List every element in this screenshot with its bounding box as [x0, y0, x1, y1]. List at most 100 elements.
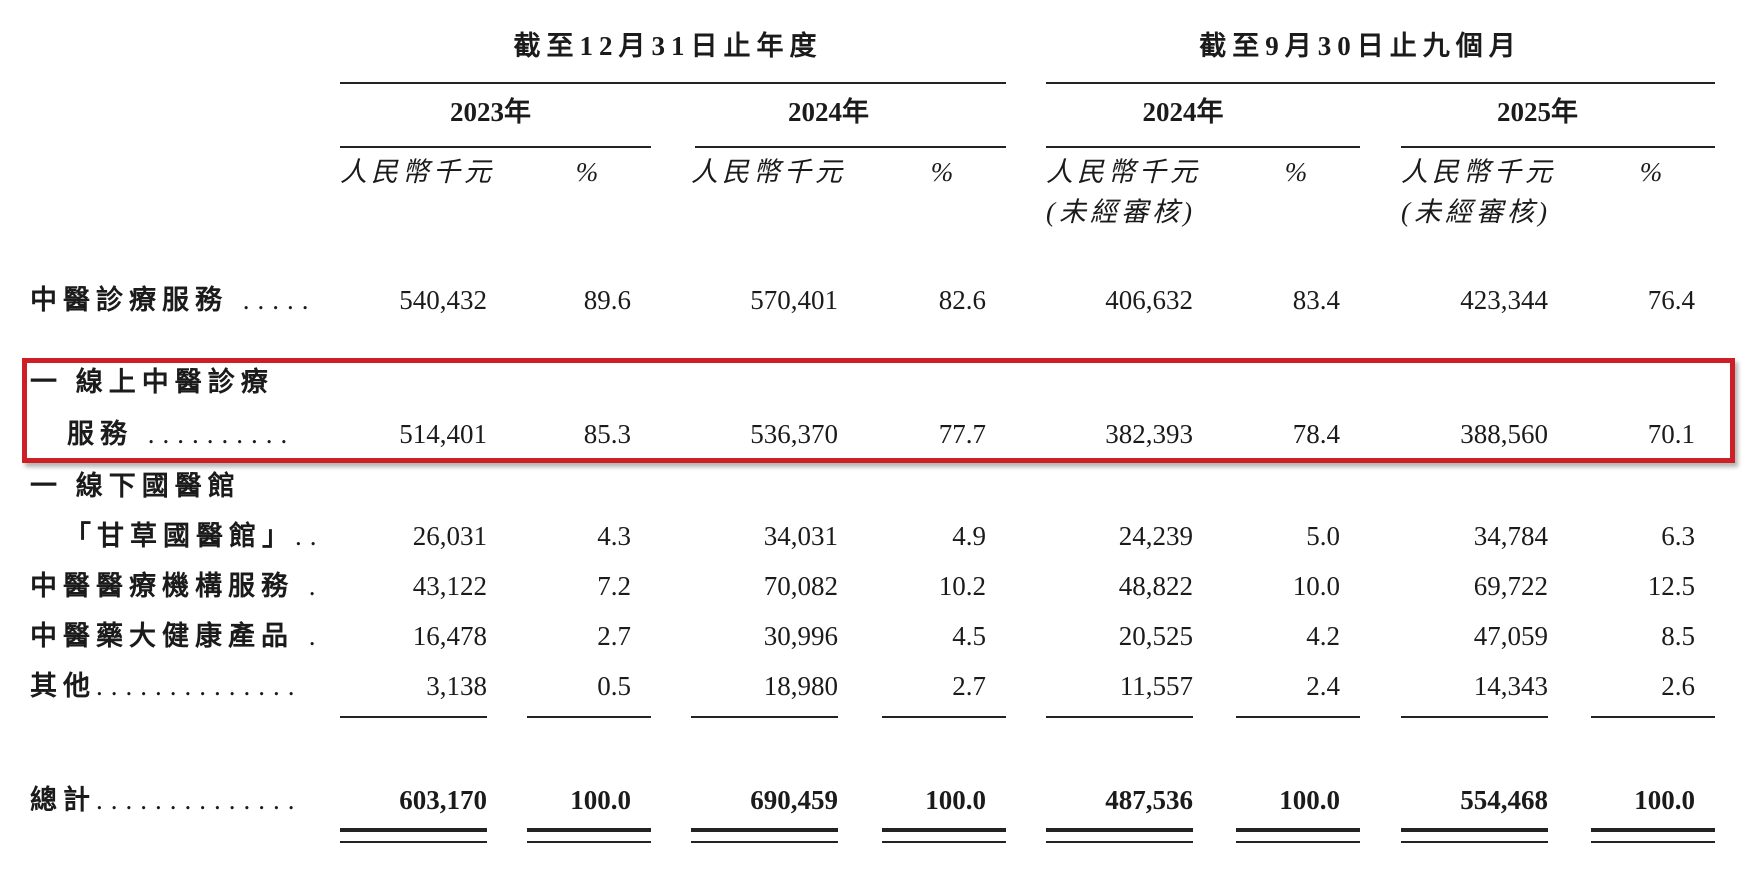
value-cell: 4.2	[1306, 621, 1340, 651]
unit-rmb-thousand: 人民幣千元	[340, 157, 495, 187]
column-underline	[691, 716, 838, 718]
value-cell: 24,239	[1118, 521, 1193, 551]
year-2023: 2023年	[450, 97, 531, 127]
value-cell: 382,393	[1105, 419, 1193, 449]
row-label: 一 線上中醫診療	[30, 367, 274, 397]
column-underline	[1401, 716, 1548, 718]
spacer	[0, 92, 330, 132]
value-cell: 2.6	[1661, 671, 1695, 701]
spacer	[0, 152, 330, 192]
table-row: 中醫藥大健康產品 . 16,478 2.7 30,996 4.5 20,525 …	[0, 616, 1715, 656]
total-cell: 690,459	[750, 785, 838, 815]
unit-rmb-thousand: 人民幣千元	[691, 157, 846, 187]
value-cell: 6.3	[1661, 521, 1695, 551]
year-header-row: 2023年 2024年 2024年 2025年	[0, 92, 1715, 132]
total-double-underline	[1046, 828, 1193, 843]
value-cell: 20,525	[1118, 621, 1193, 651]
total-label: 總計..............	[30, 785, 303, 815]
unaudited-note: (未經審核)	[1401, 197, 1551, 227]
value-cell: 70.1	[1647, 419, 1695, 449]
value-cell: 0.5	[597, 671, 631, 701]
unaudited-row: (未經審核) (未經審核)	[0, 192, 1715, 232]
unit-header-row: 人民幣千元 % 人民幣千元 % 人民幣千元 % 人民幣千元 %	[0, 152, 1715, 192]
group-underline	[340, 82, 1006, 84]
period-group-nine-months: 截至9月30日止九個月	[1199, 31, 1522, 61]
year-underline	[340, 146, 651, 148]
table-row: 其他.............. 3,138 0.5 18,980 2.7 11…	[0, 666, 1715, 706]
table-row: 「甘草國醫館」.. 26,031 4.3 34,031 4.9 24,239 5…	[0, 516, 1715, 556]
year-underline	[1401, 146, 1715, 148]
value-cell: 78.4	[1292, 419, 1340, 449]
value-cell: 85.3	[583, 419, 631, 449]
value-cell: 540,432	[399, 285, 487, 315]
value-cell: 82.6	[938, 285, 986, 315]
table-row-label-line: 一 線上中醫診療	[0, 362, 1715, 402]
value-cell: 77.7	[938, 419, 986, 449]
value-cell: 7.2	[597, 571, 631, 601]
total-double-underline	[1401, 828, 1548, 843]
value-cell: 570,401	[750, 285, 838, 315]
spacer	[0, 26, 330, 66]
year-2025-9m: 2025年	[1497, 97, 1578, 127]
value-cell: 12.5	[1647, 571, 1695, 601]
year-underline	[1046, 146, 1360, 148]
value-cell: 514,401	[399, 419, 487, 449]
period-group-year-ended: 截至12月31日止年度	[513, 31, 823, 61]
value-cell: 388,560	[1460, 419, 1548, 449]
total-double-underline	[882, 828, 1006, 843]
spacer	[0, 192, 330, 232]
value-cell: 47,059	[1473, 621, 1548, 651]
year-2024: 2024年	[788, 97, 869, 127]
total-cell: 100.0	[925, 785, 986, 815]
total-double-underline	[527, 828, 651, 843]
value-cell: 8.5	[1661, 621, 1695, 651]
unaudited-note: (未經審核)	[1046, 197, 1196, 227]
column-underline	[1591, 716, 1715, 718]
value-cell: 26,031	[412, 521, 487, 551]
unit-percent: %	[930, 157, 958, 187]
period-group-header-row: 截至12月31日止年度 截至9月30日止九個月	[0, 26, 1715, 66]
value-cell: 34,784	[1473, 521, 1548, 551]
row-label: 中醫醫療機構服務 .	[30, 571, 324, 601]
value-cell: 34,031	[763, 521, 838, 551]
table-row: 中醫醫療機構服務 . 43,122 7.2 70,082 10.2 48,822…	[0, 566, 1715, 606]
total-double-underline	[340, 828, 487, 843]
row-label: 中醫診療服務 .....	[30, 285, 317, 315]
unit-percent: %	[575, 157, 603, 187]
value-cell: 4.5	[952, 621, 986, 651]
column-underline	[340, 716, 487, 718]
row-label: 中醫藥大健康產品 .	[30, 621, 324, 651]
value-cell: 2.7	[597, 621, 631, 651]
total-cell: 100.0	[570, 785, 631, 815]
value-cell: 14,343	[1473, 671, 1548, 701]
row-label: 其他..............	[30, 671, 303, 701]
year-underline	[695, 146, 1006, 148]
column-underline	[882, 716, 1006, 718]
table-row: 服務 .......... 514,401 85.3 536,370 77.7 …	[0, 414, 1715, 454]
value-cell: 2.4	[1306, 671, 1340, 701]
row-label-continued: 「甘草國醫館」..	[64, 521, 325, 551]
value-cell: 423,344	[1460, 285, 1548, 315]
value-cell: 536,370	[750, 419, 838, 449]
column-underline	[527, 716, 651, 718]
year-2024-9m: 2024年	[1142, 97, 1224, 127]
value-cell: 76.4	[1647, 285, 1695, 315]
value-cell: 5.0	[1306, 521, 1340, 551]
total-cell: 100.0	[1279, 785, 1340, 815]
total-cell: 487,536	[1105, 785, 1193, 815]
value-cell: 2.7	[952, 671, 986, 701]
table-row: 中醫診療服務 ..... 540,432 89.6 570,401 82.6 4…	[0, 280, 1715, 320]
total-cell: 554,468	[1460, 785, 1548, 815]
value-cell: 4.9	[952, 521, 986, 551]
value-cell: 10.2	[938, 571, 986, 601]
value-cell: 3,138	[426, 671, 487, 701]
value-cell: 30,996	[763, 621, 838, 651]
column-underline	[1046, 716, 1193, 718]
total-double-underline	[691, 828, 838, 843]
unit-rmb-thousand: 人民幣千元	[1401, 157, 1556, 187]
group-underline	[1046, 82, 1715, 84]
value-cell: 10.0	[1292, 571, 1340, 601]
value-cell: 16,478	[412, 621, 487, 651]
value-cell: 11,557	[1119, 671, 1193, 701]
